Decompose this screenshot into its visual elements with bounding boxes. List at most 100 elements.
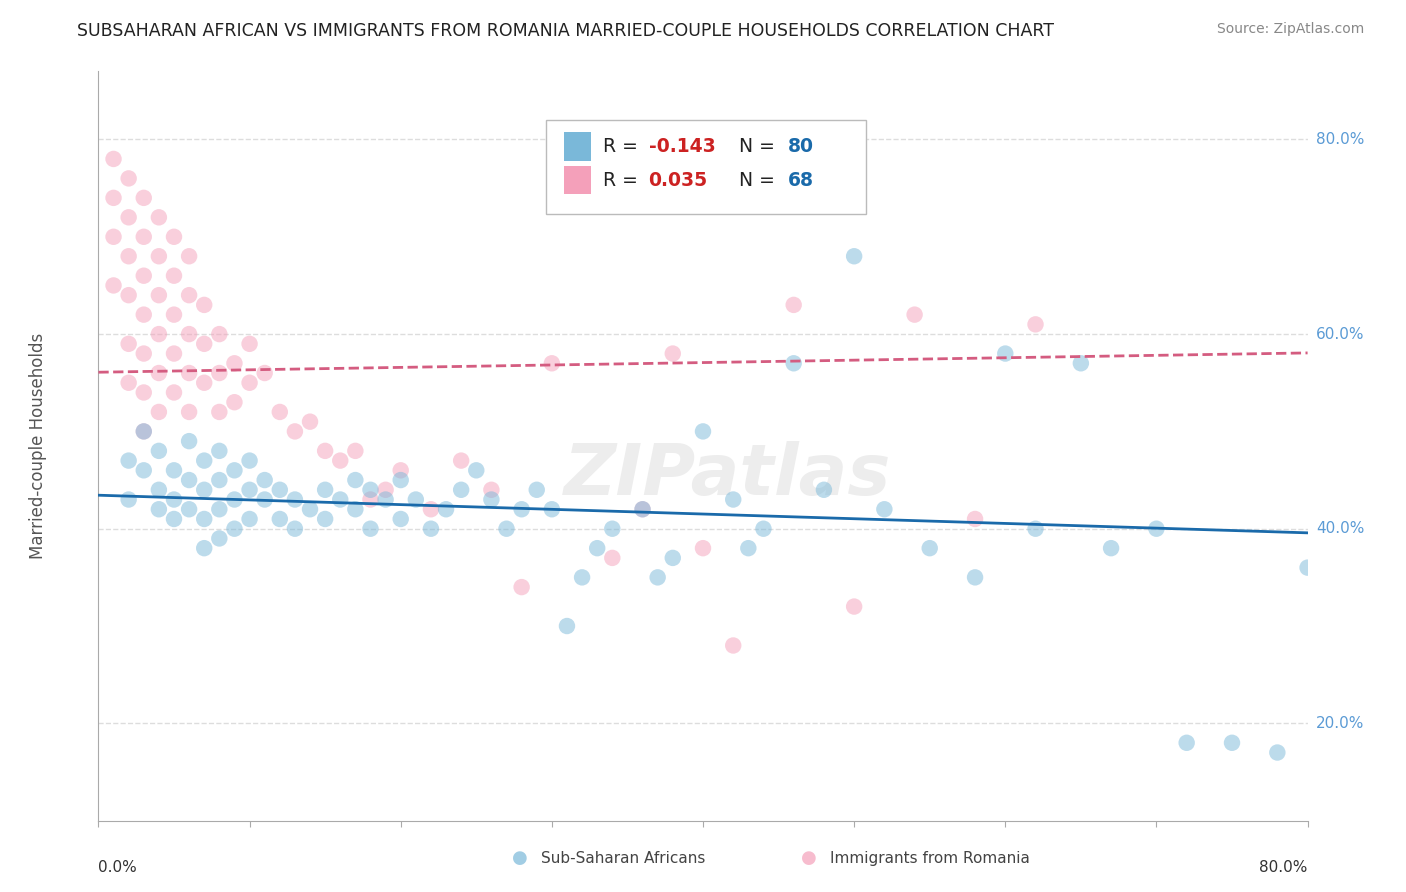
Text: ●: ● [800, 849, 817, 867]
Point [208, 443, 231, 458]
Point [163, 492, 186, 507]
Point [1070, 356, 1092, 370]
Point [405, 492, 427, 507]
Text: 0.035: 0.035 [648, 170, 707, 189]
Point [148, 502, 170, 516]
Point [647, 570, 669, 584]
Point [253, 366, 276, 380]
Point [602, 522, 624, 536]
Point [571, 570, 593, 584]
Point [389, 463, 412, 477]
Point [873, 502, 896, 516]
Point [420, 502, 443, 516]
Point [163, 463, 186, 477]
Text: 80: 80 [787, 136, 814, 156]
Point [179, 405, 201, 419]
Point [208, 327, 231, 342]
Point [118, 171, 141, 186]
Point [224, 522, 246, 536]
Point [239, 376, 262, 390]
Text: Married-couple Households: Married-couple Households [30, 333, 46, 559]
Point [540, 502, 562, 516]
Point [193, 483, 215, 497]
Point [631, 502, 654, 516]
Point [148, 405, 170, 419]
Point [450, 483, 472, 497]
Point [284, 425, 307, 439]
Point [103, 191, 125, 205]
Point [118, 288, 141, 302]
Text: 68: 68 [787, 170, 814, 189]
Point [586, 541, 609, 556]
Point [360, 483, 382, 497]
Point [314, 443, 336, 458]
Point [132, 463, 155, 477]
Point [602, 550, 624, 565]
Point [692, 425, 714, 439]
Point [163, 229, 186, 244]
Point [389, 512, 412, 526]
Point [208, 366, 231, 380]
Point [148, 249, 170, 263]
Point [118, 376, 141, 390]
Point [1267, 746, 1289, 760]
Point [193, 336, 215, 351]
Point [495, 522, 517, 536]
Text: 60.0%: 60.0% [1316, 326, 1364, 342]
Point [193, 298, 215, 312]
Point [723, 492, 745, 507]
Point [481, 492, 503, 507]
Point [132, 268, 155, 283]
Point [253, 473, 276, 487]
Point [193, 453, 215, 467]
Point [269, 483, 291, 497]
Point [132, 385, 155, 400]
Point [132, 346, 155, 360]
Point [329, 492, 352, 507]
Point [163, 268, 186, 283]
Point [994, 346, 1017, 360]
Point [1296, 560, 1319, 574]
Point [179, 473, 201, 487]
Text: Sub-Saharan Africans: Sub-Saharan Africans [541, 851, 706, 865]
Point [253, 492, 276, 507]
Point [904, 308, 927, 322]
Text: R =: R = [603, 170, 644, 189]
Point [148, 443, 170, 458]
Point [783, 356, 806, 370]
Point [965, 512, 987, 526]
FancyBboxPatch shape [564, 132, 591, 161]
Point [239, 483, 262, 497]
Point [661, 550, 683, 565]
Point [118, 336, 141, 351]
Point [344, 502, 367, 516]
Point [314, 483, 336, 497]
Point [540, 356, 562, 370]
Point [208, 532, 231, 546]
Point [661, 346, 683, 360]
Point [1099, 541, 1122, 556]
Point [344, 473, 367, 487]
Point [752, 522, 775, 536]
Point [510, 580, 533, 594]
Point [374, 492, 396, 507]
Point [118, 211, 141, 225]
Point [118, 453, 141, 467]
Text: ZIPatlas: ZIPatlas [564, 442, 891, 510]
Point [148, 288, 170, 302]
Point [389, 473, 412, 487]
Point [132, 308, 155, 322]
Point [103, 229, 125, 244]
Point [179, 502, 201, 516]
Point [1175, 736, 1198, 750]
Point [118, 492, 141, 507]
Point [1220, 736, 1243, 750]
Point [1144, 522, 1167, 536]
Point [224, 492, 246, 507]
Point [844, 249, 866, 263]
Point [1024, 522, 1046, 536]
Point [284, 522, 307, 536]
Point [193, 512, 215, 526]
Point [329, 453, 352, 467]
Point [132, 191, 155, 205]
